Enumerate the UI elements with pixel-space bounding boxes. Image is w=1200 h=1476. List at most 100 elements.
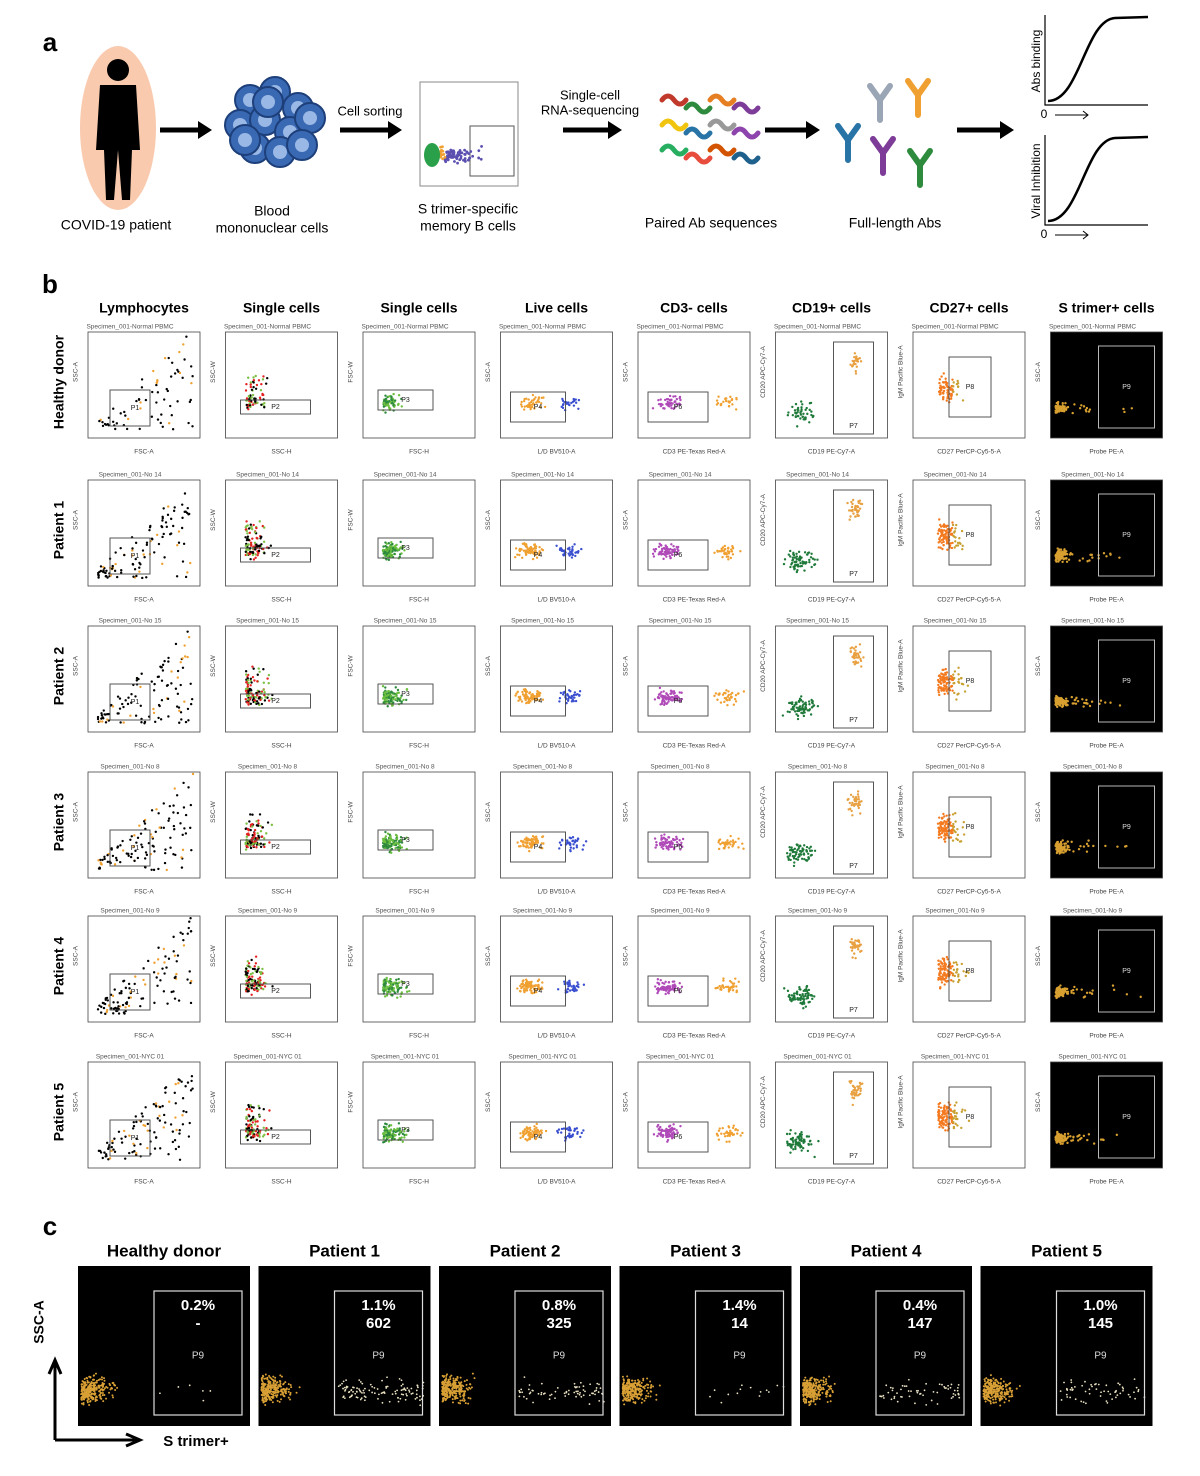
specimen-label: Specimen_001-NYC 01 <box>646 1054 715 1061</box>
event-dot <box>574 699 578 703</box>
event-dot <box>850 1079 853 1083</box>
event-dot <box>150 809 154 812</box>
event-dot <box>950 533 953 536</box>
event-dot <box>810 552 813 555</box>
specimen-label: Specimen_001-No 8 <box>100 764 160 771</box>
event-dot <box>245 967 248 970</box>
event-dot <box>516 841 519 844</box>
event-dot <box>519 845 522 848</box>
event-dot <box>522 408 526 411</box>
event-dot <box>945 1120 948 1123</box>
event-dot <box>955 963 959 966</box>
specimen-label: Specimen_001-NYC 01 <box>783 1054 852 1061</box>
event-dot <box>386 991 389 994</box>
event-dot <box>717 395 720 398</box>
event-dot <box>724 399 728 403</box>
event-dot <box>939 687 943 690</box>
event-dot <box>956 833 960 837</box>
sort-dot <box>451 152 455 156</box>
event-dot <box>130 835 133 838</box>
event-dot <box>717 847 721 851</box>
event-dot <box>670 988 673 991</box>
event-dot <box>258 981 262 984</box>
event-dot <box>730 550 734 553</box>
y-axis-label: CD20 APC-Cy7-A <box>760 494 767 546</box>
sort-dot <box>463 157 467 160</box>
event-dot <box>156 984 159 987</box>
event-dot <box>937 962 941 966</box>
event-dot <box>793 710 797 713</box>
x-axis-label: CD27 PerCP-Cy5-5-A <box>937 889 1001 896</box>
x-axis-label: SSC-H <box>271 449 292 456</box>
gate <box>377 389 434 411</box>
event-dot <box>936 678 940 682</box>
event-dot <box>854 652 857 655</box>
event-dot <box>246 532 249 535</box>
event-dot <box>174 1102 177 1105</box>
gate <box>377 973 434 995</box>
event-dot <box>400 694 403 697</box>
event-dot <box>960 962 964 966</box>
event-dot <box>533 1125 536 1128</box>
event-dot <box>1082 405 1086 408</box>
event-dot <box>385 1127 388 1130</box>
event-dot <box>813 558 816 561</box>
event-dot <box>716 402 720 405</box>
event-dot <box>801 704 804 708</box>
column-title: CD27+ cells <box>930 300 1009 316</box>
event-dot <box>405 985 408 989</box>
event-dot <box>955 1112 958 1115</box>
event-dot <box>389 698 393 702</box>
event-dot <box>255 537 259 540</box>
cell-nucleus <box>295 138 309 152</box>
event-dot <box>140 717 143 721</box>
event-dot <box>659 402 663 406</box>
event-dot <box>536 979 540 983</box>
event-dot <box>670 406 673 410</box>
event-dot <box>175 972 178 976</box>
event-dot <box>942 529 946 532</box>
event-dot <box>122 705 125 709</box>
event-dot <box>800 695 803 698</box>
event-dot <box>248 1115 251 1118</box>
event-dot <box>132 1124 136 1128</box>
event-dot <box>394 842 397 845</box>
event-dot <box>659 703 662 706</box>
event-dot <box>717 1138 721 1141</box>
event-dot <box>258 1135 261 1138</box>
event-dot <box>172 509 176 513</box>
event-dot <box>858 643 862 646</box>
event-dot <box>248 985 251 989</box>
event-dot <box>251 825 254 828</box>
event-dot <box>938 518 941 521</box>
x-axis-label: FSC-A <box>134 743 154 750</box>
gate <box>240 693 311 709</box>
event-dot <box>675 397 679 401</box>
event-dot <box>660 834 663 837</box>
gate-label: P9 <box>1122 384 1131 391</box>
event-dot <box>957 666 960 669</box>
event-dot <box>139 407 142 410</box>
plot-frame <box>87 771 201 879</box>
event-dot <box>793 568 796 571</box>
event-dot <box>181 503 184 506</box>
event-dot <box>664 992 667 996</box>
cell-nucleus <box>261 95 275 109</box>
specimen-label: Specimen_001-No 14 <box>511 472 574 479</box>
event-dot <box>1063 405 1066 408</box>
event-dot <box>937 691 940 694</box>
event-dot <box>793 556 797 559</box>
event-dot <box>939 960 942 963</box>
event-dot <box>269 544 273 547</box>
event-dot <box>400 980 403 983</box>
event-dot <box>955 837 958 840</box>
event-dot <box>245 822 248 825</box>
event-dot <box>584 840 588 843</box>
event-dot <box>654 547 658 551</box>
plot-frame <box>362 1061 476 1169</box>
event-dot <box>950 971 953 975</box>
event-dot <box>672 1123 675 1126</box>
event-dot <box>802 1001 806 1004</box>
event-dot <box>381 685 385 688</box>
event-dot <box>176 954 180 957</box>
